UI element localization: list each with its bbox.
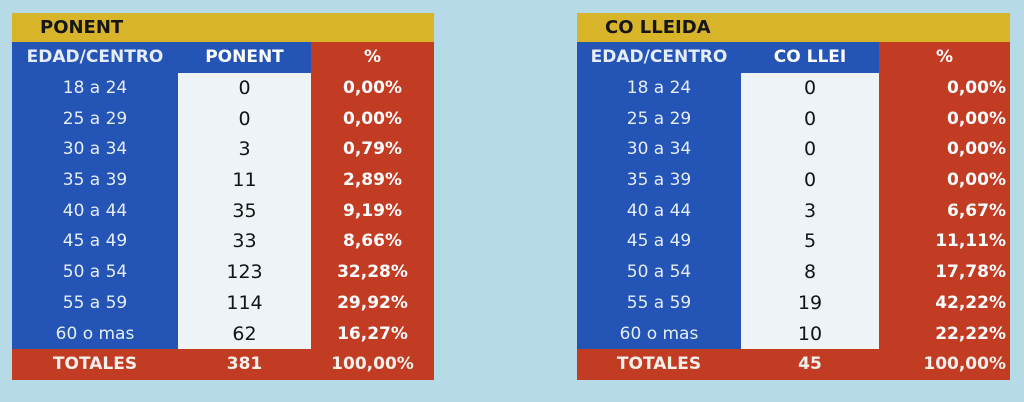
ponent-age-cell: 18 a 24 (62, 78, 128, 98)
colleida-value-cell: 19 (797, 291, 823, 314)
colleida-pct-header: % (935, 47, 954, 67)
colleida-age-header: EDAD/CENTRO (590, 47, 728, 67)
colleida-age-column: EDAD/CENTRO 18 a 24 25 a 29 30 a 34 35 a… (577, 42, 741, 350)
colleida-age-cell: 30 a 34 (626, 139, 692, 160)
ponent-value-cell: 114 (226, 291, 263, 314)
ponent-age-cell: 45 a 49 (62, 231, 128, 252)
colleida-pct-cell: 42,22% (935, 292, 1006, 313)
colleida-value-cell: 0 (803, 169, 817, 192)
ponent-pct-cell: 2,89% (343, 170, 402, 191)
colleida-pct-cell: 0,00% (947, 108, 1006, 129)
ponent-pct-cell: 32,28% (337, 262, 408, 283)
ponent-pct-column: % 0,00% 0,00% 0,79% 2,89% 9,19% 8,66% 32… (311, 42, 434, 350)
ponent-age-cell: 35 a 39 (62, 170, 128, 191)
ponent-totals-row: TOTALES 381 100,00% (12, 349, 434, 381)
colleida-value-cell: 0 (803, 77, 817, 99)
colleida-value-header: CO LLEI (773, 47, 847, 67)
ponent-value-cell: 35 (232, 199, 257, 222)
ponent-value-column: PONENT 0 0 3 11 35 33 123 114 62 (178, 42, 311, 350)
colleida-totals-row: TOTALES 45 100,00% (577, 349, 1010, 381)
ponent-pct-cell: 0,00% (343, 108, 402, 129)
colleida-totals-label: TOTALES (616, 354, 702, 375)
colleida-pct-cell: 0,00% (947, 78, 1006, 98)
colleida-value-column: CO LLEI 0 0 0 0 3 5 8 19 10 (741, 42, 879, 350)
ponent-totals-value: 381 (226, 354, 263, 375)
ponent-totals-pct: 100,00% (331, 354, 414, 375)
colleida-age-cell: 50 a 54 (626, 262, 692, 283)
ponent-value-cell: 11 (232, 169, 257, 192)
ponent-value-cell: 3 (238, 138, 251, 161)
colleida-value-cell: 8 (803, 261, 817, 284)
ponent-value-cell: 62 (232, 322, 257, 345)
ponent-age-cell: 60 o mas (55, 323, 135, 344)
ponent-value-cell: 0 (238, 107, 251, 130)
colleida-pct-cell: 0,00% (947, 170, 1006, 191)
ponent-pct-cell: 0,00% (343, 78, 402, 98)
ponent-age-cell: 25 a 29 (62, 108, 128, 129)
ponent-age-header: EDAD/CENTRO (26, 47, 164, 67)
ponent-value-cell: 123 (226, 261, 263, 284)
ponent-pct-header: % (363, 47, 382, 67)
ponent-pct-cell: 29,92% (337, 292, 408, 313)
colleida-pct-cell: 0,00% (947, 139, 1006, 160)
ponent-grid: EDAD/CENTRO 18 a 24 25 a 29 30 a 34 35 a… (12, 42, 434, 350)
colleida-age-cell: 45 a 49 (626, 231, 692, 252)
ponent-table: PONENT EDAD/CENTRO 18 a 24 25 a 29 30 a … (12, 13, 434, 381)
colleida-grid: EDAD/CENTRO 18 a 24 25 a 29 30 a 34 35 a… (577, 42, 1010, 350)
colleida-pct-cell: 6,67% (947, 200, 1006, 221)
ponent-title: PONENT (12, 13, 434, 42)
colleida-value-body: 0 0 0 0 3 5 8 19 10 (741, 73, 879, 350)
colleida-value-cell: 3 (803, 199, 817, 222)
colleida-age-cell: 60 o mas (619, 323, 699, 344)
colleida-age-cell: 18 a 24 (626, 78, 692, 98)
colleida-age-cell: 35 a 39 (626, 170, 692, 191)
ponent-pct-cell: 9,19% (343, 200, 402, 221)
colleida-pct-cell: 17,78% (935, 262, 1006, 283)
colleida-pct-cell: 22,22% (935, 323, 1006, 344)
ponent-age-cell: 40 a 44 (62, 200, 128, 221)
colleida-value-cell: 10 (797, 322, 823, 345)
ponent-value-body: 0 0 3 11 35 33 123 114 62 (178, 73, 311, 350)
ponent-age-cell: 50 a 54 (62, 262, 128, 283)
ponent-age-cell: 55 a 59 (62, 292, 128, 313)
colleida-pct-column: % 0,00% 0,00% 0,00% 0,00% 6,67% 11,11% 1… (879, 42, 1010, 350)
colleida-value-cell: 0 (803, 138, 817, 161)
ponent-pct-cell: 8,66% (343, 231, 402, 252)
colleida-table: CO LLEIDA EDAD/CENTRO 18 a 24 25 a 29 30… (577, 13, 1010, 381)
ponent-age-cell: 30 a 34 (62, 139, 128, 160)
colleida-pct-cell: 11,11% (935, 231, 1006, 252)
colleida-value-cell: 5 (803, 230, 817, 253)
ponent-totals-label: TOTALES (52, 354, 138, 375)
ponent-age-column: EDAD/CENTRO 18 a 24 25 a 29 30 a 34 35 a… (12, 42, 178, 350)
ponent-value-header: PONENT (205, 47, 284, 67)
colleida-value-cell: 0 (803, 107, 817, 130)
colleida-age-cell: 40 a 44 (626, 200, 692, 221)
ponent-pct-cell: 16,27% (337, 323, 408, 344)
ponent-pct-cell: 0,79% (343, 139, 402, 160)
ponent-value-cell: 33 (232, 230, 257, 253)
colleida-totals-value: 45 (798, 354, 822, 375)
colleida-age-cell: 25 a 29 (626, 108, 692, 129)
colleida-totals-pct: 100,00% (923, 354, 1006, 375)
ponent-value-cell: 0 (238, 77, 251, 99)
colleida-age-cell: 55 a 59 (626, 292, 692, 313)
colleida-title: CO LLEIDA (577, 13, 1010, 42)
